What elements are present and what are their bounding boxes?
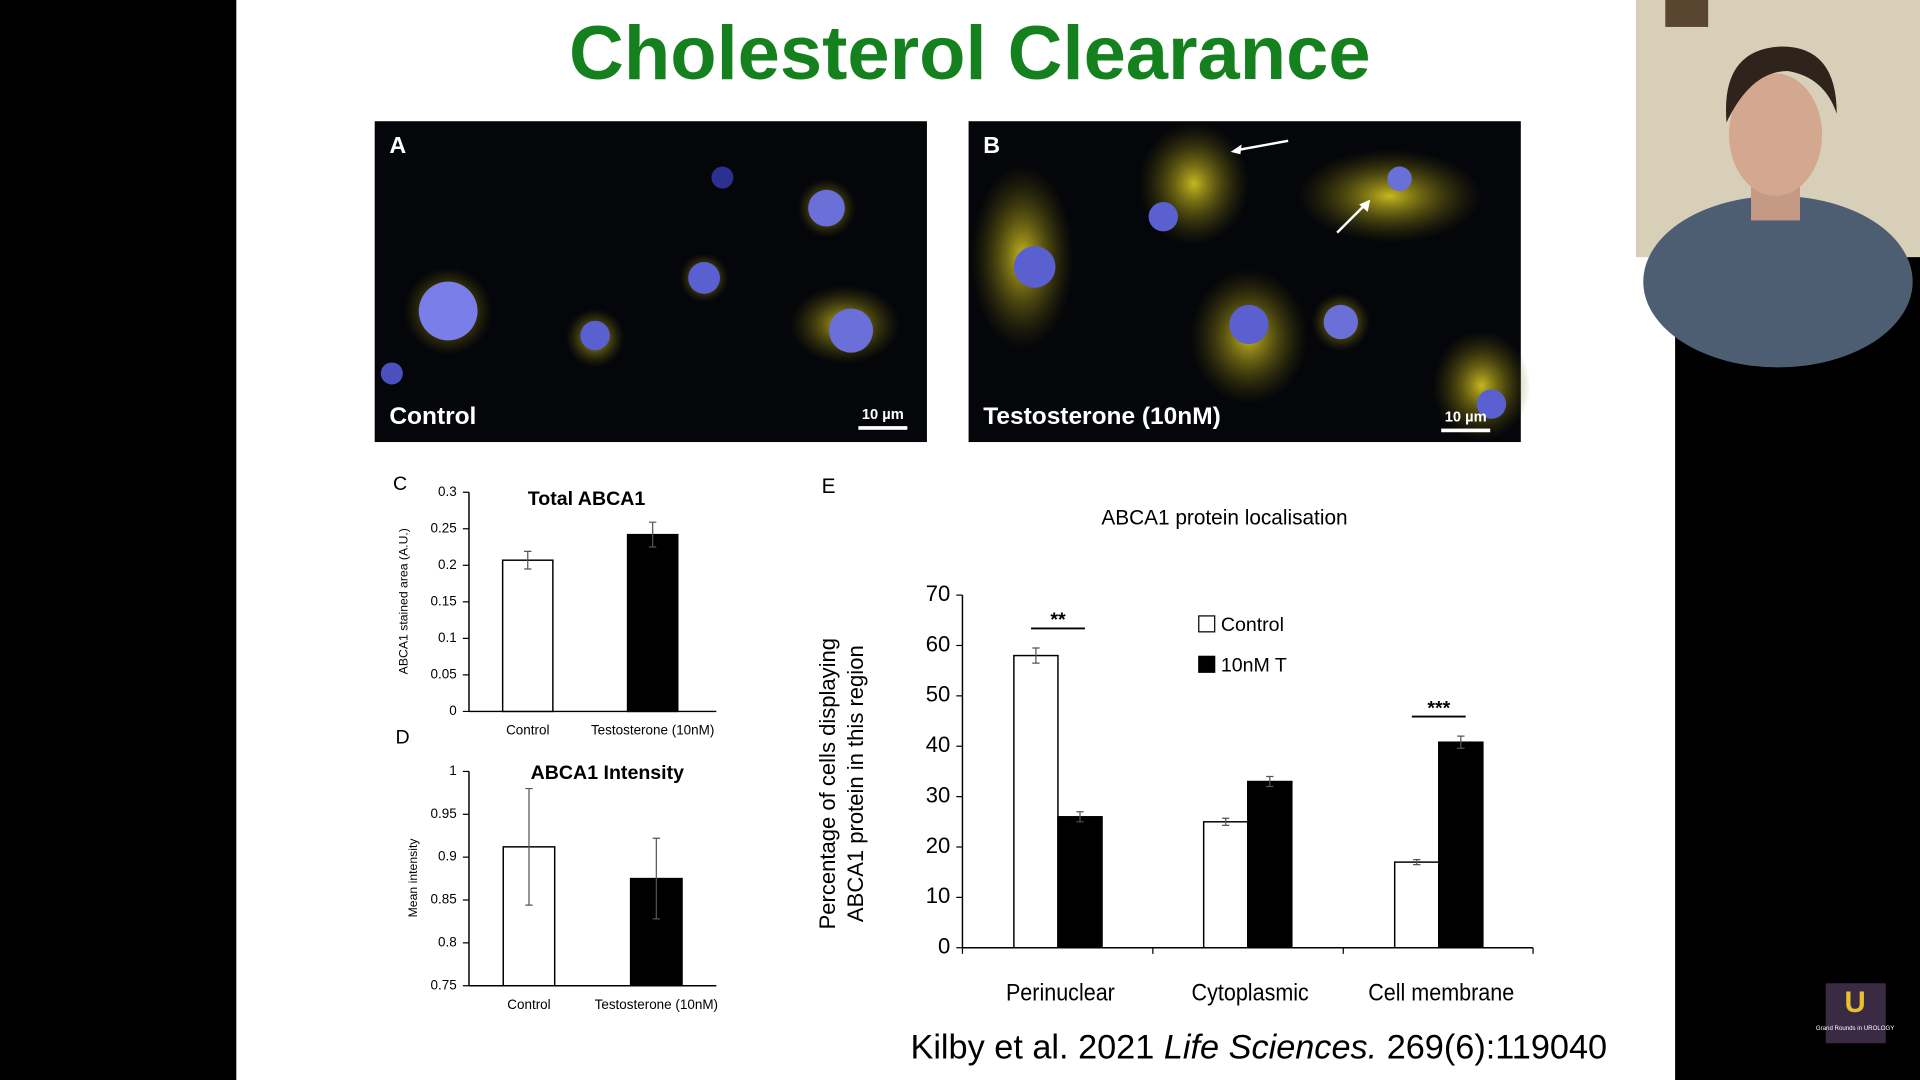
- logo-letter: U: [1844, 986, 1865, 1019]
- legend-label: Control: [1221, 614, 1284, 636]
- panel-label: A: [389, 132, 406, 158]
- micrograph-b: B Testosterone (10nM) 10 µm: [968, 121, 1531, 443]
- bar: [1202, 821, 1249, 949]
- y-tick-label: 40: [926, 732, 951, 757]
- y-tick-label: 0.05: [431, 666, 457, 681]
- y-tick-label: 0: [938, 934, 950, 959]
- error-bar: [1457, 735, 1465, 749]
- panel-label: E: [822, 475, 836, 498]
- image-caption: Testosterone (10nM): [983, 403, 1220, 430]
- bar: [626, 533, 679, 713]
- bar: [1247, 780, 1293, 949]
- error-bar: [1032, 647, 1040, 664]
- y-tick-label: 30: [926, 782, 951, 807]
- y-tick-label: 60: [926, 631, 951, 656]
- x-tick-label: Perinuclear: [1006, 978, 1115, 1006]
- scale-bar: [858, 426, 908, 430]
- error-bar: [1266, 775, 1274, 788]
- x-tick-label: Control: [507, 997, 550, 1012]
- error-bar: [648, 521, 657, 548]
- significance-label: **: [1050, 609, 1066, 631]
- citation-authors: Kilby et al. 2021: [910, 1028, 1154, 1066]
- bar: [1393, 861, 1440, 949]
- legend-label: 10nM T: [1221, 654, 1287, 676]
- y-tick-label: 0.3: [438, 484, 457, 499]
- error-bar: [1222, 817, 1230, 826]
- panel-label: D: [396, 727, 410, 749]
- x-tick-label: Testosterone (10nM): [595, 997, 718, 1012]
- y-tick-label: 50: [926, 682, 951, 707]
- y-tick-label: 0.95: [431, 806, 457, 821]
- scale-bar: [1441, 428, 1491, 433]
- scale-bar-label: 10 µm: [862, 407, 904, 423]
- charts: C Total ABCA1 ABCA1 stained area (A.U.) 0 0.…: [393, 473, 1534, 1012]
- y-axis-label: ABCA1 stained area (A.U.): [396, 528, 410, 674]
- panel-label: C: [393, 473, 407, 495]
- y-tick-label: 0.25: [431, 520, 457, 535]
- panel-label: B: [983, 132, 1000, 158]
- bar: [501, 559, 554, 713]
- y-tick-label: 0.85: [431, 892, 457, 907]
- y-tick-label: 0.9: [438, 849, 457, 864]
- legend-swatch: [1198, 655, 1216, 673]
- x-tick-label: Testosterone (10nM): [591, 723, 714, 738]
- x-tick-label: Control: [506, 723, 549, 738]
- error-bar: [525, 787, 533, 906]
- y-tick-label: 0.1: [438, 630, 457, 645]
- bar: [1013, 654, 1059, 949]
- chart: D ABCA1 Intensity Mean intensity 0.75 0.8 0.8…: [396, 727, 719, 1012]
- chart-title: ABCA1 Intensity: [531, 762, 684, 784]
- citation-reference: 269(6):119040: [1387, 1028, 1607, 1066]
- micrograph-a: A Control 10 µm: [374, 121, 927, 443]
- x-tick-label: Cytoplasmic: [1192, 978, 1309, 1006]
- y-axis-label: Mean intensity: [406, 838, 420, 918]
- chart: E ABCA1 protein localisation Percentage of…: [815, 475, 1534, 1006]
- chart-title: Total ABCA1: [528, 488, 646, 510]
- error-bar: [652, 837, 660, 920]
- logo: U Grand Rounds in UROLOGY: [1816, 983, 1894, 1044]
- y-axis-label: Percentage of cells displaying: [815, 638, 840, 929]
- error-bar: [1076, 811, 1084, 823]
- y-tick-label: 0.2: [438, 557, 457, 572]
- y-tick-label: 0.75: [431, 977, 457, 992]
- bar: [1057, 816, 1103, 949]
- logo-text: Grand Rounds in UROLOGY: [1816, 1025, 1894, 1032]
- scale-bar-label: 10 µm: [1445, 409, 1487, 425]
- y-tick-label: 0: [449, 703, 456, 718]
- chart: C Total ABCA1 ABCA1 stained area (A.U.) 0 0.…: [393, 473, 717, 738]
- y-axis-label: ABCA1 protein in this region: [843, 645, 868, 922]
- error-bar: [524, 550, 532, 570]
- webcam-video: [1635, 0, 1920, 368]
- chart-title: ABCA1 protein localisation: [1101, 507, 1347, 530]
- image-caption: Control: [389, 403, 476, 430]
- significance-label: ***: [1427, 697, 1450, 719]
- x-tick-label: Cell membrane: [1368, 978, 1514, 1006]
- y-tick-label: 20: [926, 833, 951, 858]
- bar: [1438, 741, 1484, 949]
- y-tick-label: 0.8: [438, 934, 457, 949]
- y-tick-label: 70: [926, 581, 951, 606]
- citation-journal: Life Sciences.: [1164, 1028, 1377, 1066]
- citation: Kilby et al. 2021 Life Sciences. 269(6):…: [910, 1028, 1607, 1066]
- y-tick-label: 0.15: [431, 593, 457, 608]
- legend-swatch: [1198, 615, 1216, 633]
- error-bar: [1413, 858, 1421, 866]
- y-tick-label: 1: [449, 763, 456, 778]
- y-tick-label: 10: [926, 883, 951, 908]
- slide-title: Cholesterol Clearance: [569, 11, 1371, 96]
